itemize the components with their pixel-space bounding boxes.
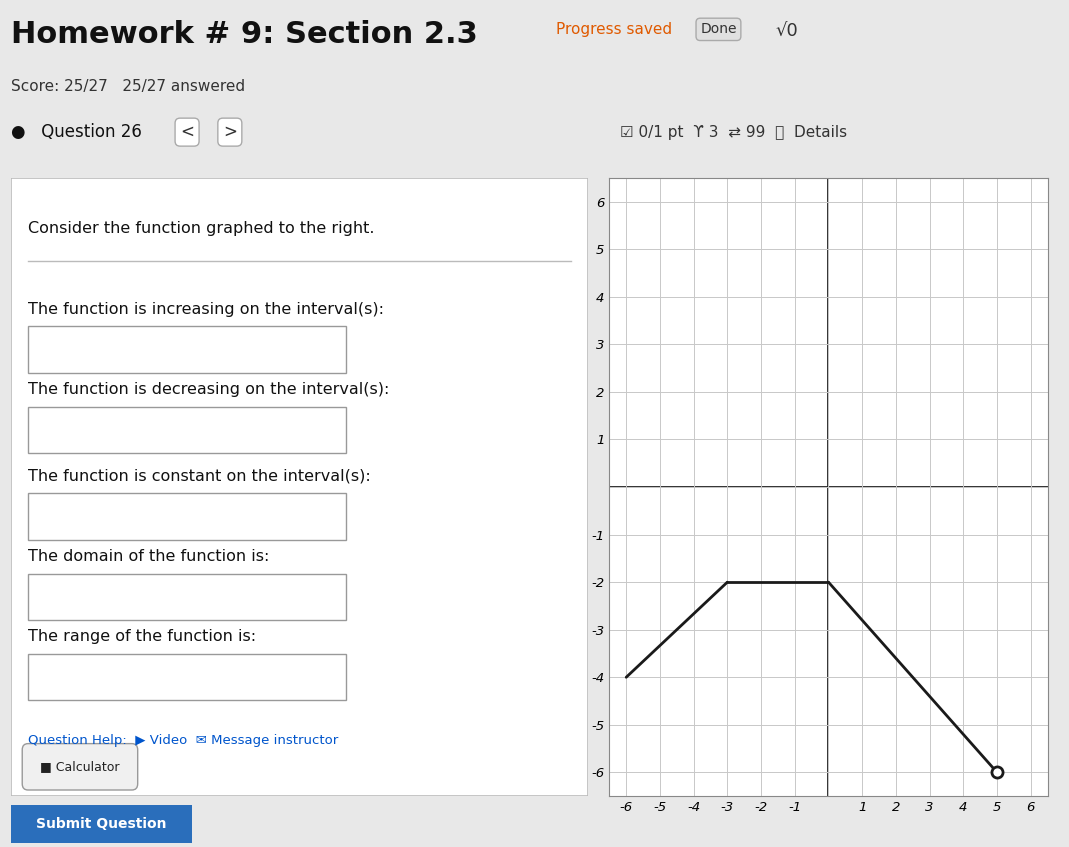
FancyBboxPatch shape <box>28 407 345 453</box>
Text: <: < <box>180 123 195 141</box>
Text: ☑ 0/1 pt  ϒ 3  ⇄ 99  ⓘ  Details: ☑ 0/1 pt ϒ 3 ⇄ 99 ⓘ Details <box>620 125 847 140</box>
Text: The function is decreasing on the interval(s):: The function is decreasing on the interv… <box>28 382 389 397</box>
FancyBboxPatch shape <box>22 744 138 790</box>
Text: The function is constant on the interval(s):: The function is constant on the interval… <box>28 468 371 484</box>
Text: The range of the function is:: The range of the function is: <box>28 629 257 645</box>
Text: ●   Question 26: ● Question 26 <box>11 123 141 141</box>
Text: Submit Question: Submit Question <box>36 817 167 831</box>
Text: ■ Calculator: ■ Calculator <box>41 760 120 773</box>
FancyBboxPatch shape <box>28 326 345 373</box>
FancyBboxPatch shape <box>28 493 345 540</box>
Text: Question Help:  ▶ Video  ✉ Message instructor: Question Help: ▶ Video ✉ Message instruc… <box>28 734 338 747</box>
Text: Consider the function graphed to the right.: Consider the function graphed to the rig… <box>28 221 374 236</box>
FancyBboxPatch shape <box>28 573 345 620</box>
Text: The domain of the function is:: The domain of the function is: <box>28 549 269 564</box>
Text: >: > <box>222 123 237 141</box>
Text: The function is increasing on the interval(s):: The function is increasing on the interv… <box>28 302 384 317</box>
FancyBboxPatch shape <box>28 654 345 700</box>
Text: √0: √0 <box>775 22 797 41</box>
Text: Done: Done <box>700 22 737 36</box>
Text: Progress saved: Progress saved <box>556 22 672 37</box>
Text: Score: 25/27   25/27 answered: Score: 25/27 25/27 answered <box>11 80 245 94</box>
Text: Homework # 9: Section 2.3: Homework # 9: Section 2.3 <box>11 20 478 49</box>
FancyBboxPatch shape <box>11 178 588 796</box>
FancyBboxPatch shape <box>1 803 202 844</box>
